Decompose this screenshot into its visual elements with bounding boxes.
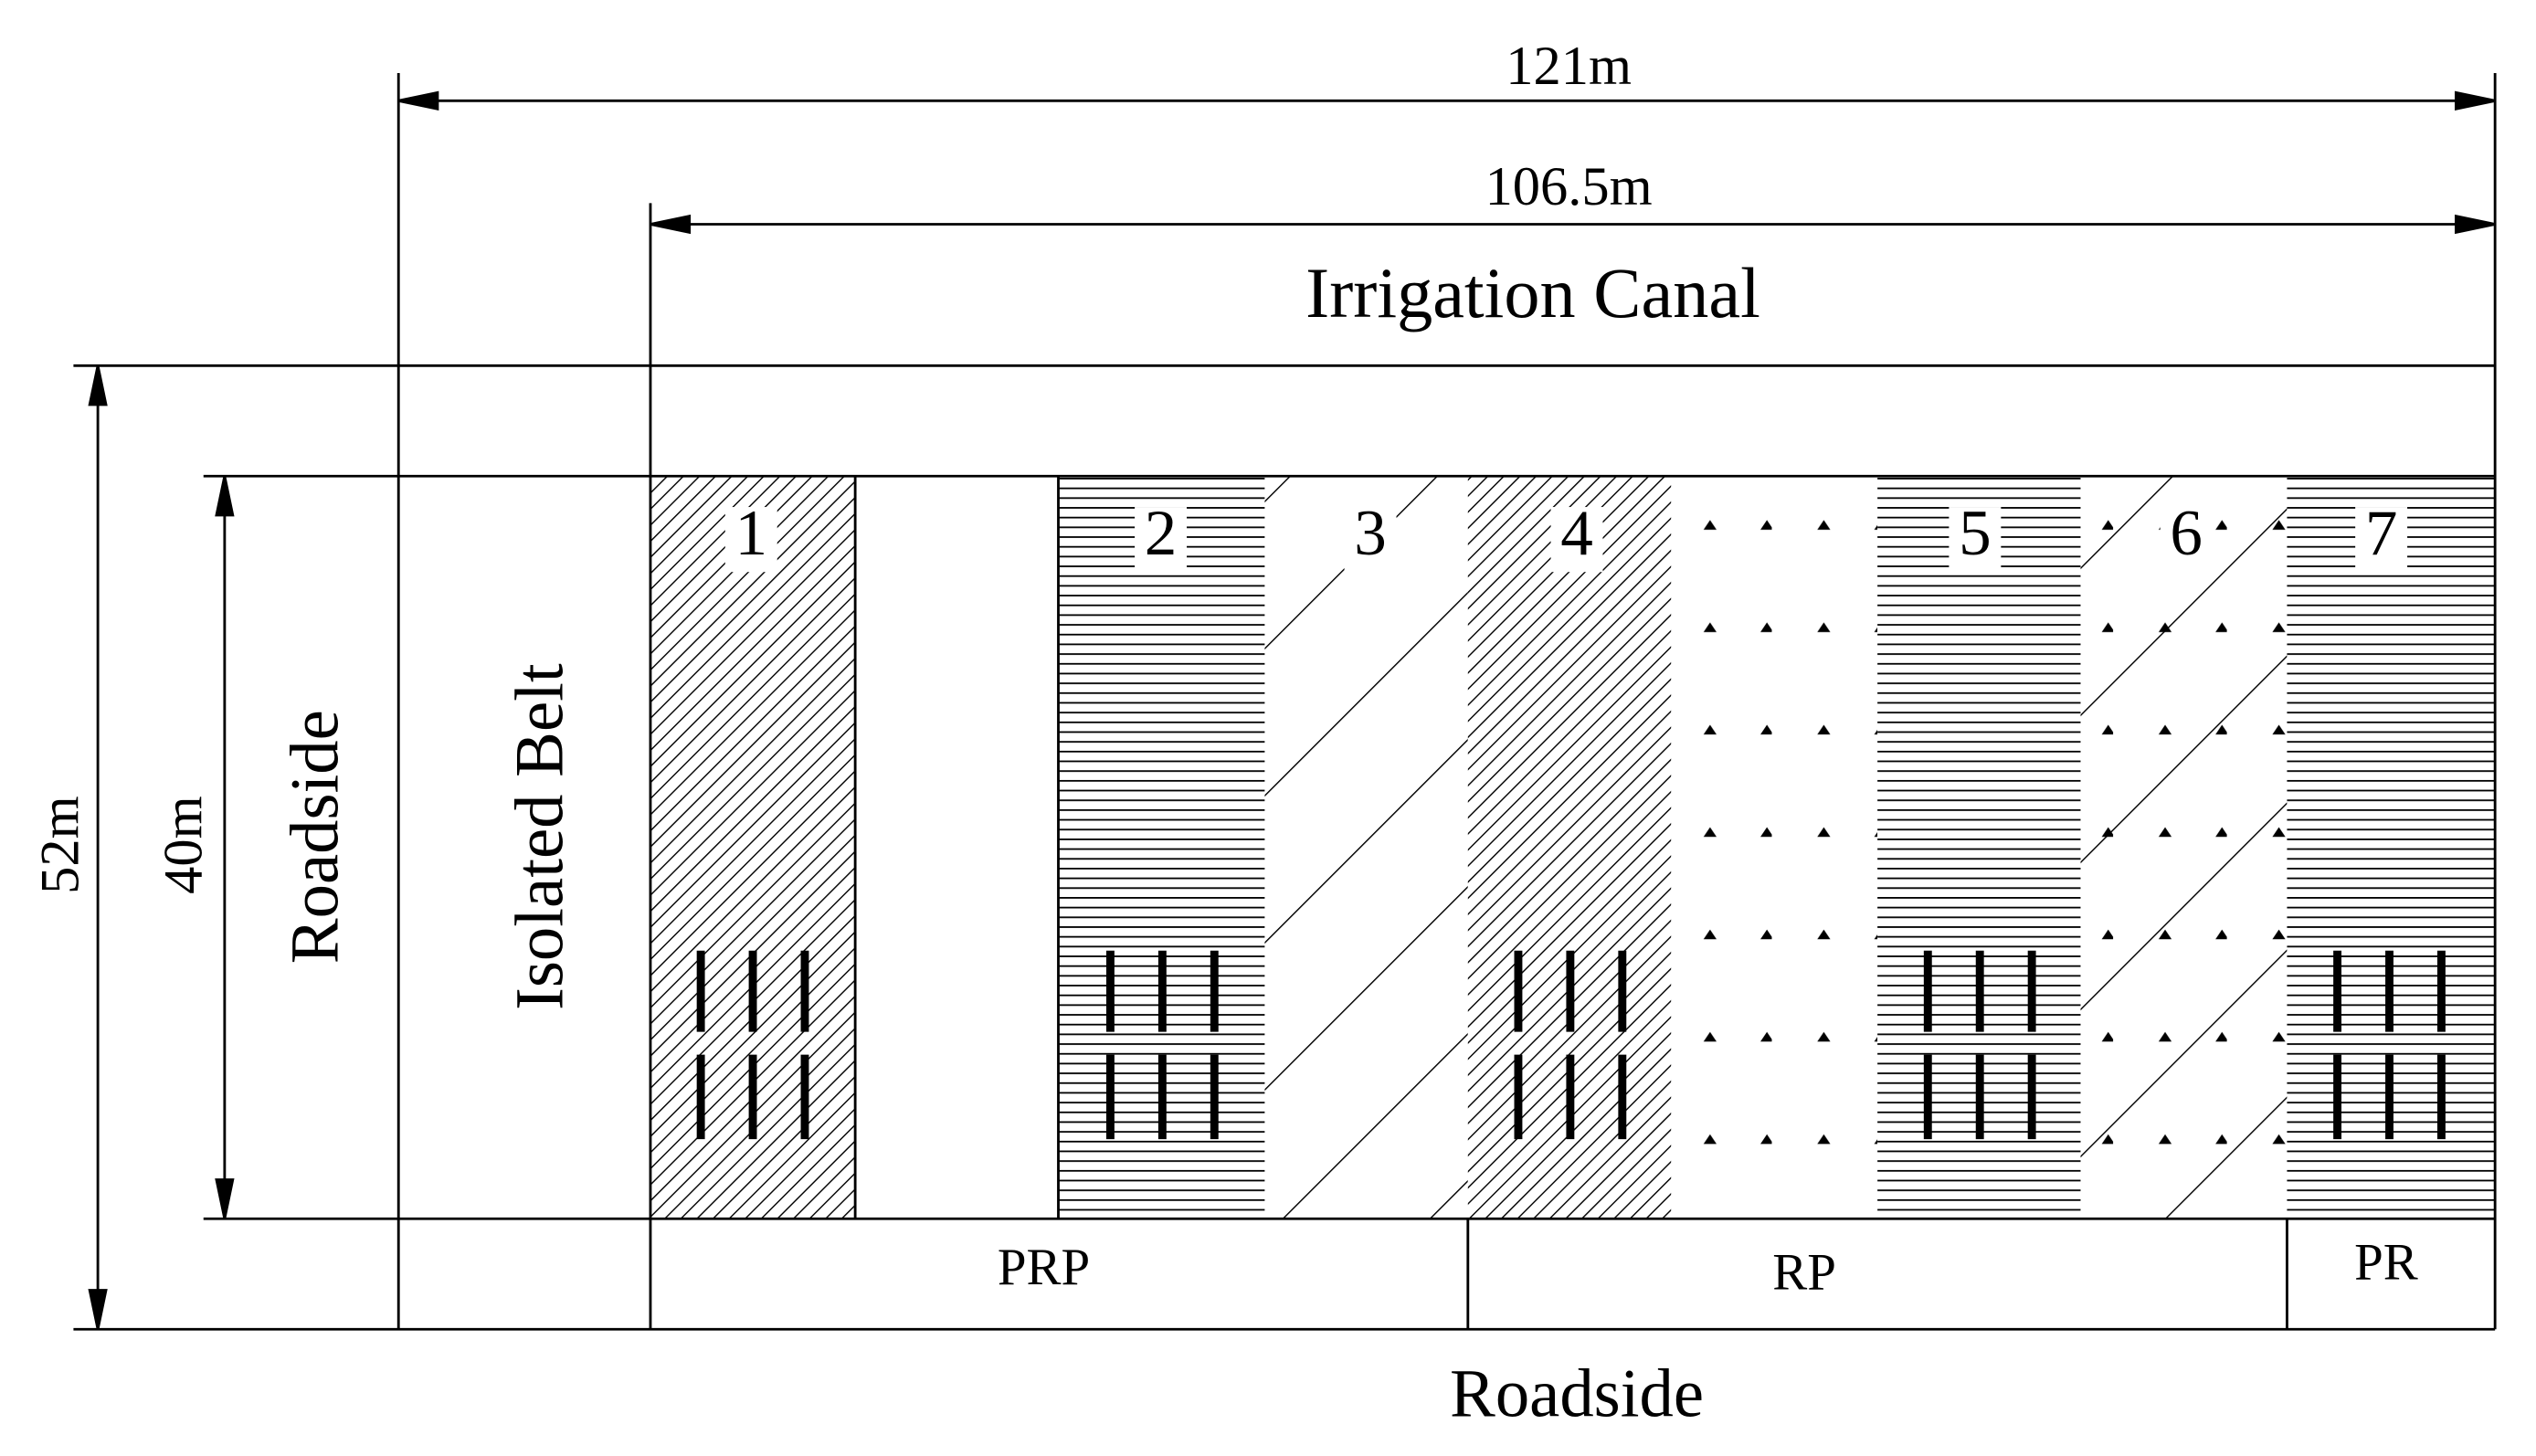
dimension-label: 106.5m: [1485, 156, 1653, 217]
dimension-label: 121m: [1506, 36, 1632, 97]
plot-label: 7: [2365, 498, 2398, 569]
belt-label: Isolated Belt: [502, 663, 577, 1010]
roadside-label: Roadside: [278, 710, 354, 964]
plot-label: 4: [1560, 498, 1593, 569]
group-label: PR: [2354, 1234, 2418, 1292]
group-label: RP: [1772, 1243, 1836, 1301]
plot-fills: [650, 476, 2496, 1219]
dimension-lines: [88, 90, 2496, 1330]
plot-label: 2: [1145, 498, 1178, 569]
dimension-label: 40m: [153, 796, 215, 894]
plot-labels: 1 2 3 4 5 6 7: [724, 498, 2408, 573]
plot-label: 1: [734, 498, 767, 569]
group-label: PRP: [998, 1239, 1090, 1296]
canal-label: Irrigation Canal: [1305, 253, 1760, 332]
outlines: [73, 73, 2497, 1331]
dimension-label: 52m: [29, 796, 90, 894]
plot-label: 6: [2170, 498, 2203, 569]
plot-label: 5: [1959, 498, 1992, 569]
roadside-label: Roadside: [1450, 1356, 1704, 1432]
plot-label: 3: [1354, 498, 1387, 569]
